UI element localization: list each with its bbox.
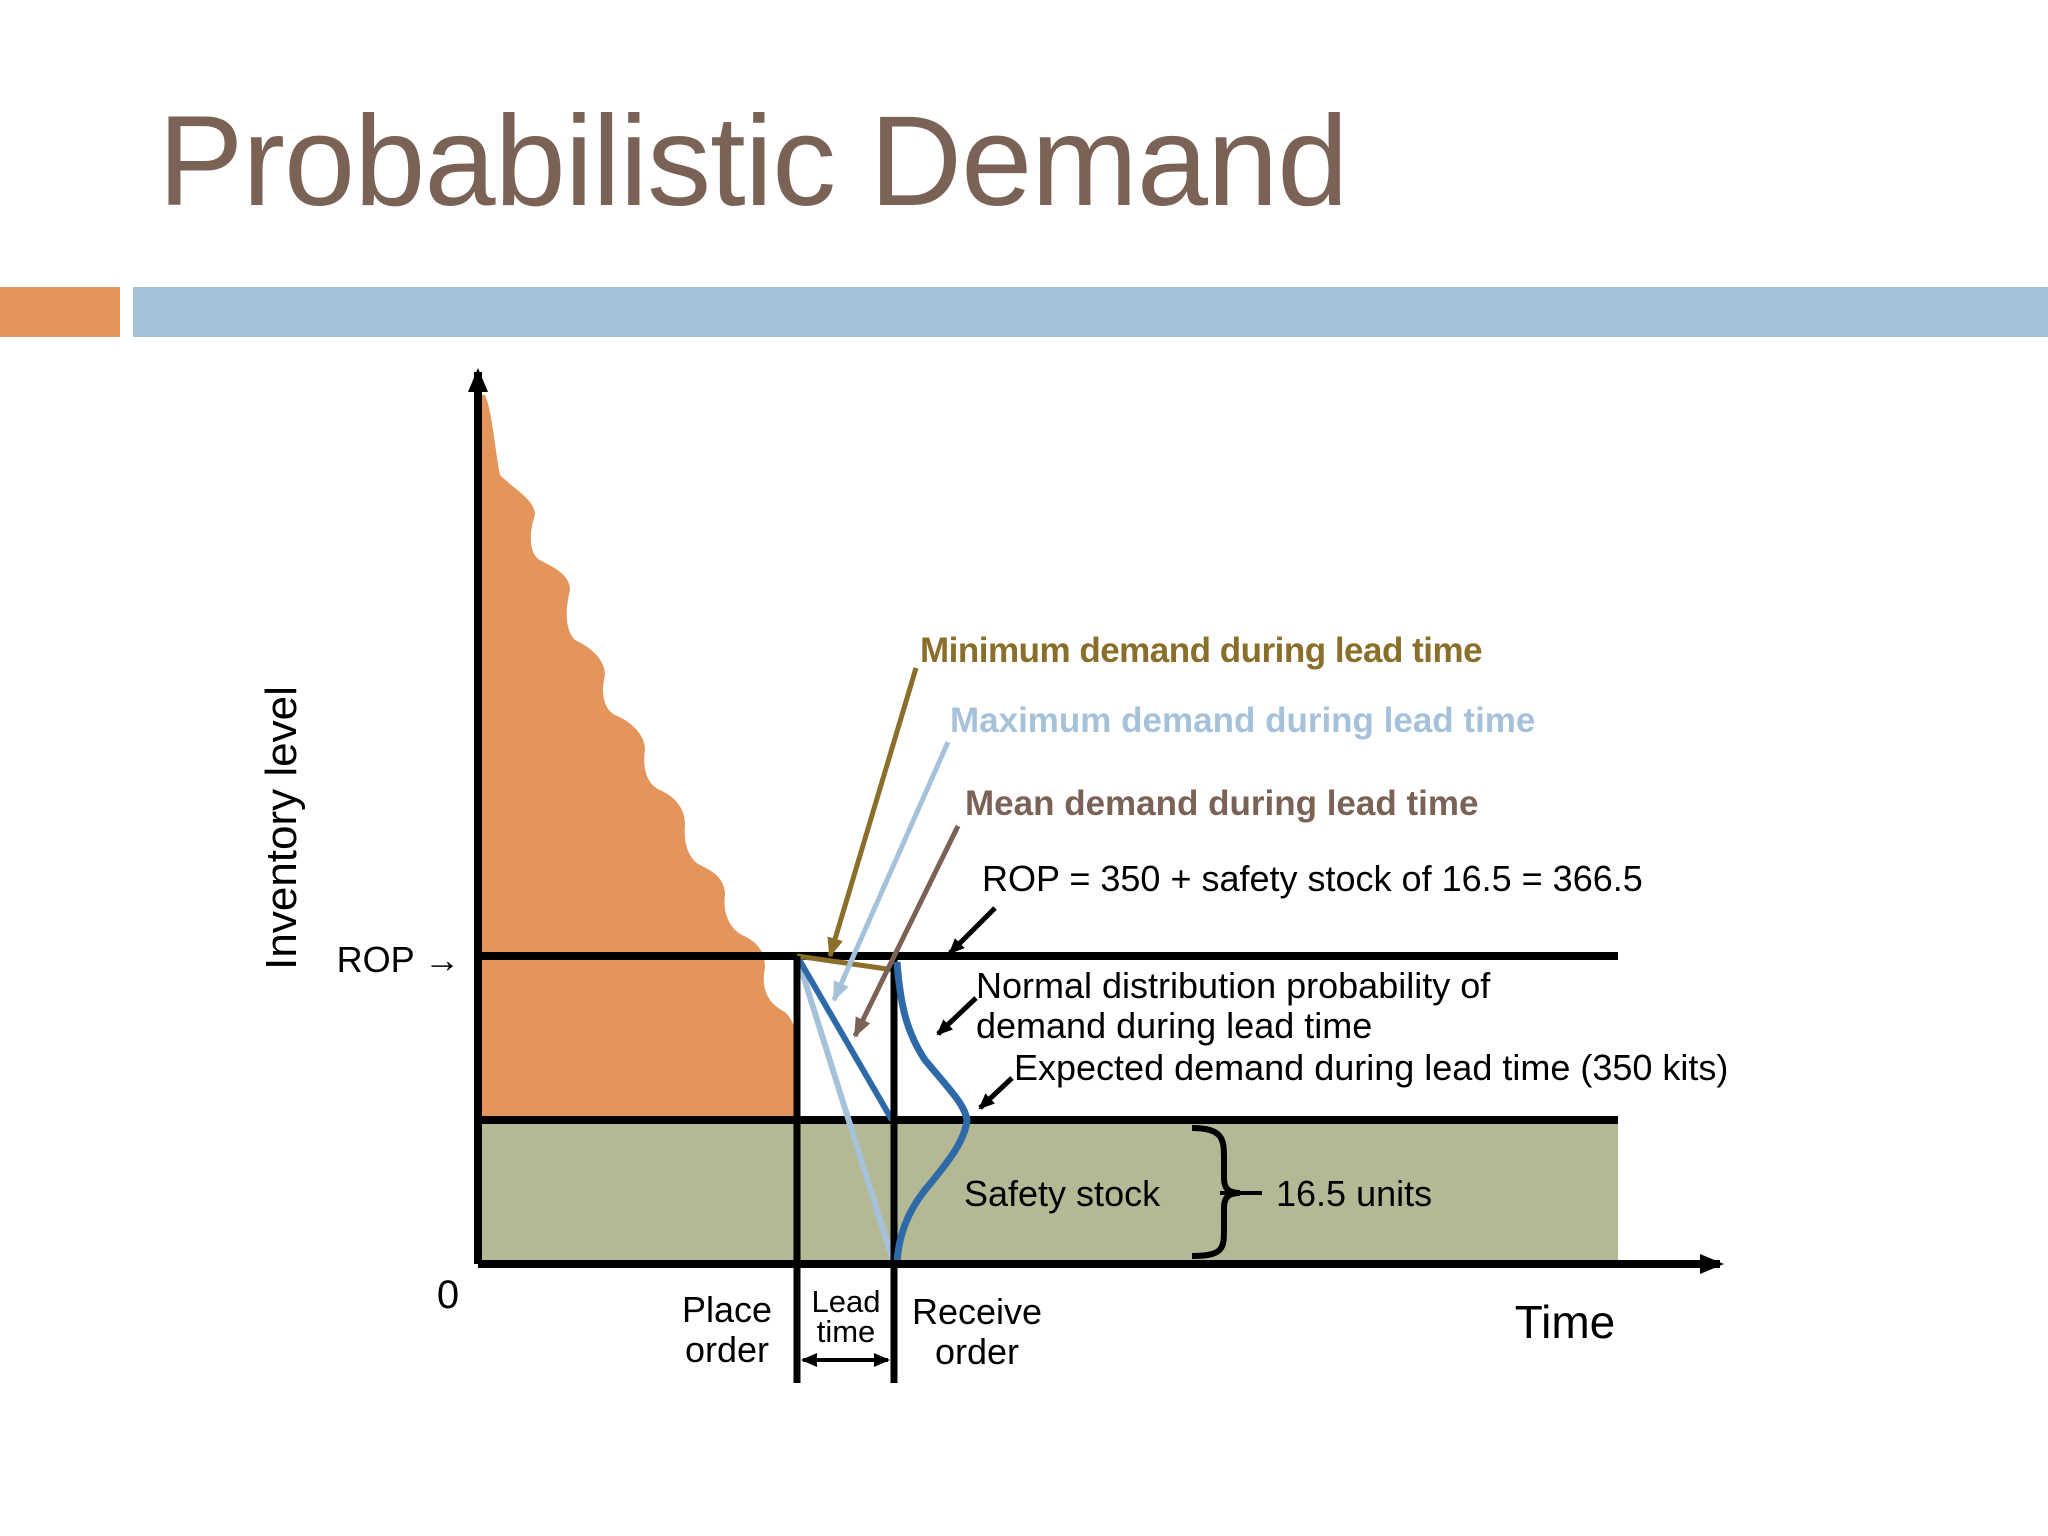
receive-order-label-line2: order bbox=[935, 1331, 1019, 1372]
min-demand-line bbox=[796, 953, 895, 973]
rop-formula-pointer bbox=[948, 906, 997, 955]
rop-marker: ROP → bbox=[337, 939, 460, 980]
normal-dist-line2: demand during lead time bbox=[976, 1005, 1372, 1046]
receive-order-label-line1: Receive bbox=[912, 1291, 1042, 1332]
rop-formula: ROP = 350 + safety stock of 16.5 = 366.5 bbox=[982, 858, 1643, 899]
normal-dist-line1: Normal distribution probability of bbox=[976, 965, 1491, 1006]
safety-stock-brace bbox=[1191, 1125, 1241, 1259]
slide-title: Probabilistic Demand bbox=[158, 90, 1348, 233]
expected-demand: Expected demand during lead time (350 ki… bbox=[1014, 1047, 1728, 1088]
x-axis-label: Time bbox=[1515, 1296, 1616, 1348]
safety-stock-label: Safety stock bbox=[964, 1173, 1161, 1214]
max-demand-line bbox=[794, 955, 897, 1265]
lead-time-label-line1: Lead bbox=[812, 1284, 881, 1319]
title-divider-bar bbox=[133, 287, 2048, 337]
title-accent-bar bbox=[0, 287, 120, 337]
mean-demand-line bbox=[794, 954, 895, 1122]
mean-pointer bbox=[852, 824, 961, 1038]
min-pointer bbox=[827, 667, 919, 958]
y-axis-label: Inventory level bbox=[257, 686, 306, 970]
origin-label: 0 bbox=[437, 1273, 459, 1317]
expected-demand-pointer bbox=[978, 1076, 1014, 1110]
legend-minimum: Minimum demand during lead time bbox=[920, 631, 1482, 670]
safety-stock-units: 16.5 units bbox=[1276, 1173, 1432, 1214]
place-order-label-line1: Place bbox=[682, 1289, 772, 1330]
safety-stock-band bbox=[478, 1120, 1618, 1264]
normal-dist-pointer bbox=[936, 996, 978, 1036]
legend-maximum: Maximum demand during lead time bbox=[950, 701, 1535, 740]
legend-mean: Mean demand during lead time bbox=[965, 784, 1478, 823]
max-pointer bbox=[831, 740, 951, 1002]
inventory-area bbox=[478, 395, 797, 1120]
place-order-label-line2: order bbox=[685, 1329, 769, 1370]
normal-distribution-curve bbox=[893, 961, 971, 1265]
lead-time-label-line2: time bbox=[817, 1314, 876, 1349]
